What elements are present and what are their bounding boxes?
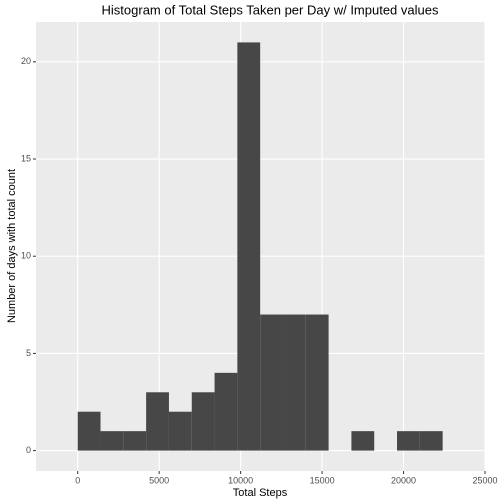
bar [77, 411, 101, 451]
bar [100, 431, 124, 451]
y-tick-label: 15 [21, 153, 31, 163]
x-tick-label: 10000 [228, 475, 253, 485]
bar [419, 431, 443, 451]
bar [237, 42, 261, 451]
x-tick-label: 20000 [391, 475, 416, 485]
x-tick-label: 0 [75, 475, 80, 485]
bar [191, 392, 215, 451]
bar [305, 314, 329, 451]
x-tick-label: 15000 [310, 475, 335, 485]
bar [168, 411, 192, 451]
y-tick-label: 10 [21, 251, 31, 261]
x-tick-label: 25000 [472, 475, 497, 485]
y-tick-label: 5 [26, 348, 31, 358]
chart-title: Histogram of Total Steps Taken per Day w… [102, 2, 439, 17]
bar [146, 392, 169, 451]
bar [397, 431, 420, 451]
y-tick-label: 20 [21, 56, 31, 66]
y-axis-label: Number of days with total count [6, 169, 18, 323]
bar [351, 431, 375, 451]
bar [282, 314, 306, 451]
x-tick-label: 5000 [149, 475, 169, 485]
bar [123, 431, 147, 451]
x-axis-label: Total Steps [233, 487, 288, 499]
y-tick-label: 0 [26, 445, 31, 455]
bar [214, 372, 238, 451]
bar [260, 314, 283, 451]
